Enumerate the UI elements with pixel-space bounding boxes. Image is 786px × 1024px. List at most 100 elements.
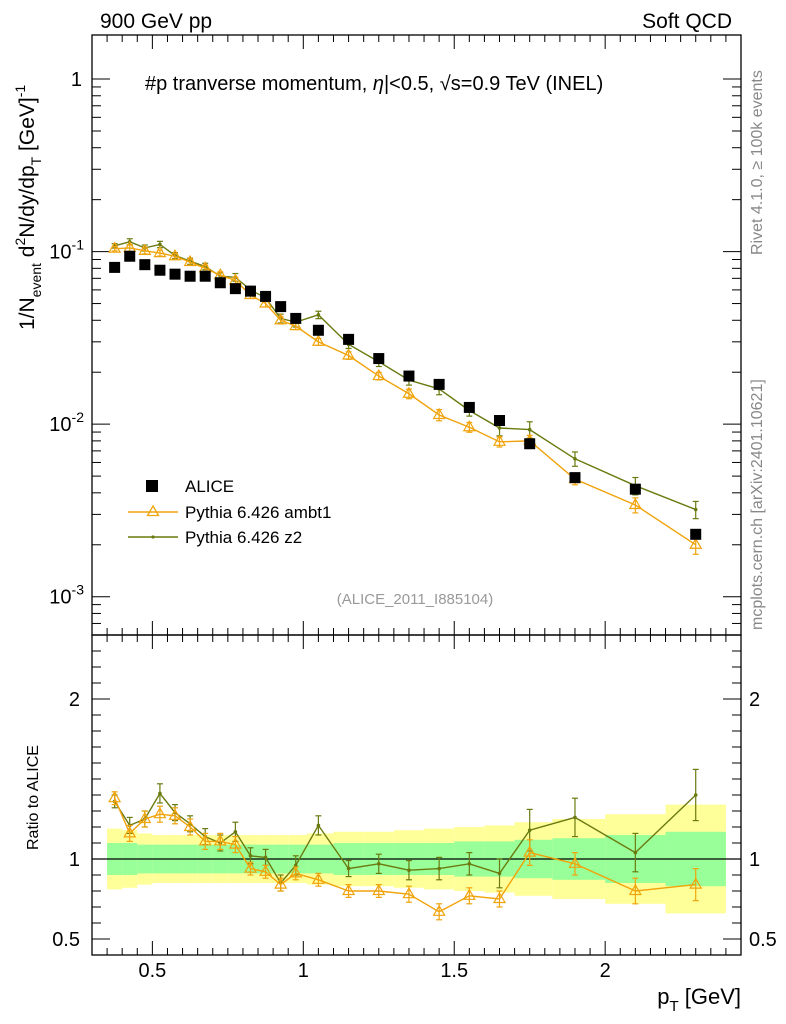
ratio-tick-label: 1 [69,849,80,871]
data-point-alice [260,290,272,302]
rivet-label: Rivet 4.1.0, ≥ 100k events [749,70,766,255]
legend-ambt1-marker [146,504,160,517]
data-point-z2 [497,426,502,430]
ratio-point-ambt1 [168,808,182,820]
ratio-point-ambt1 [402,887,416,899]
y-axis-label: 1/Nevent d2N/dy/dpT [GeV]-1 [12,85,44,330]
ratio-point-z2 [693,793,698,797]
data-point-alice [275,301,287,313]
x-tick-label: 1 [298,960,309,982]
legend: ALICE Pythia 6.426 ambt1 Pythia 6.426 z2 [128,477,331,547]
data-point-ambt1 [402,386,416,398]
ratio-point-z2 [316,823,321,828]
chart-title: #p tranverse momentum, η|<0.5, √s=0.9 Te… [145,73,603,95]
ratio-series [108,768,703,921]
y-tick-label: 1 [71,69,82,91]
y-tick-label: 10-3 [49,582,84,609]
ratio-tick-label-right: 1 [749,849,760,871]
ratio-tick-label: 2 [69,689,80,711]
data-point-ambt1 [492,434,507,446]
data-point-ambt1 [689,537,703,549]
data-point-ambt1 [153,245,167,258]
data-point-alice [569,472,581,484]
data-point-ambt1 [432,407,446,420]
header-right: Soft QCD [642,10,732,33]
data-point-ambt1 [108,241,122,253]
data-point-ambt1 [462,420,476,432]
data-point-alice [154,264,166,276]
legend-ambt1-label: Pythia 6.426 ambt1 [185,503,331,522]
ratio-line-z2 [114,792,697,885]
x-tick-label: 0.5 [138,960,166,982]
data-point-alice [169,268,181,280]
ratio-point-ambt1 [183,819,197,832]
data-point-alice [524,438,536,450]
y-tick-label: 10-1 [49,237,84,264]
data-point-alice [124,250,136,262]
data-point-alice [199,270,211,282]
ratio-point-z2 [497,871,502,876]
data-point-alice [244,285,256,297]
ratio-point-ambt1 [228,837,242,849]
main-panel: 1 10-1 10-2 10-3 #p tranverse momentum, η|<… [12,34,742,636]
ratio-point-ambt1 [689,877,703,889]
ratio-point-z2 [248,854,253,858]
ratio-point-ambt1 [568,856,582,868]
x-tick-label: 2 [600,960,611,982]
ratio-point-ambt1 [123,826,137,838]
data-point-alice [433,378,445,390]
data-point-ambt1 [628,497,642,510]
header-left: 900 GeV pp [100,10,212,33]
ratio-point-z2 [233,830,238,834]
uncertainty-bands-ratio [92,804,741,914]
data-point-ambt1 [274,313,288,325]
legend-z2-marker [151,535,155,539]
mcplots-label: mcplots.cern.ch [arXiv:2401.10621] [749,379,766,630]
data-point-ambt1 [372,368,386,381]
ratio-point-ambt1 [198,834,212,846]
ratio-point-z2 [467,862,472,866]
ratio-point-ambt1 [274,877,288,889]
ratio-panel: 0.5 1 1.5 2 0.5 0.5 1 1 2 2 Ratio to ALICE [25,634,777,982]
data-point-alice [229,283,241,295]
ratio-point-ambt1 [462,888,476,900]
data-point-alice [629,483,641,495]
ratio-point-ambt1 [523,845,537,857]
ratio-point-z2 [437,866,441,871]
ratio-point-ambt1 [289,866,303,878]
ratio-point-ambt1 [432,904,446,916]
ratio-point-z2 [376,862,381,866]
data-point-z2 [573,456,577,461]
data-point-alice [373,353,385,365]
ratio-point-ambt1 [108,791,122,803]
ratio-point-z2 [633,850,638,855]
data-point-alice [494,415,506,427]
ratio-axis-ticks: 0.5 1 1.5 2 0.5 0.5 1 1 2 2 [52,634,777,982]
data-point-alice [343,333,355,345]
data-point-alice [109,261,121,273]
ratio-point-ambt1 [138,811,152,824]
ratio-point-z2 [263,855,268,860]
data-point-alice [690,528,702,540]
data-point-alice [214,277,226,289]
ratio-frame [91,634,742,956]
ratio-point-ambt1 [213,834,227,846]
ratio-point-z2 [293,863,298,868]
data-point-alice [290,312,302,324]
main-axis-ticks: 1 10-1 10-2 10-3 [49,35,742,636]
ratio-line-ambt1 [113,797,696,913]
legend-alice-marker [146,480,158,492]
data-point-alice [403,370,415,382]
ratio-point-ambt1 [259,864,273,876]
data-point-ambt1 [168,249,182,261]
ratio-point-ambt1 [628,883,642,896]
data-point-ambt1 [183,254,197,267]
ratio-point-ambt1 [492,891,507,904]
data-point-alice [463,401,475,413]
ratio-point-z2 [527,828,532,832]
data-point-alice [312,324,324,336]
data-point-ambt1 [289,318,303,331]
data-point-ambt1 [342,348,356,360]
x-axis-label: pT [GeV] [657,984,741,1015]
